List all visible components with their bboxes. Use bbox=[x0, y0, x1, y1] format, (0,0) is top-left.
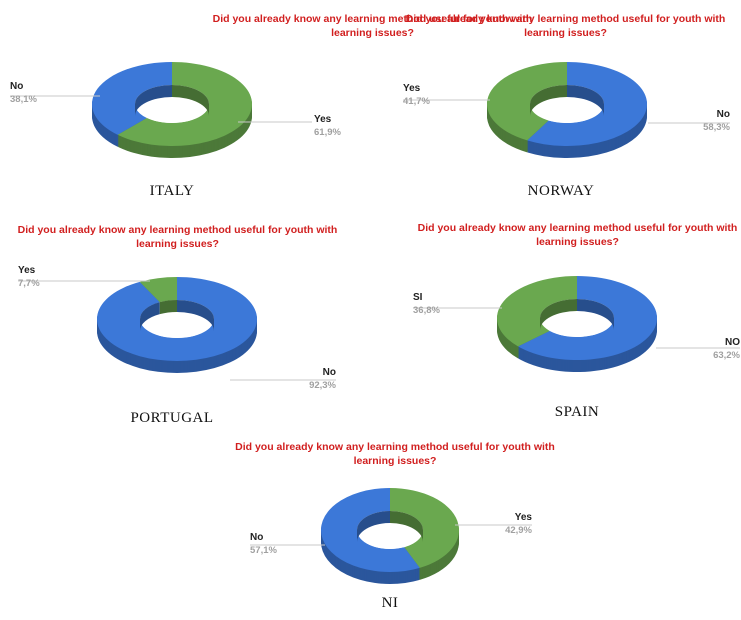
slice-value-label: 42,9% bbox=[505, 525, 532, 536]
slice-label: Yes bbox=[515, 512, 533, 523]
slice-value-label: 57,1% bbox=[250, 545, 277, 556]
slice-label: No bbox=[250, 532, 263, 543]
chart-caption: NI bbox=[330, 595, 450, 612]
